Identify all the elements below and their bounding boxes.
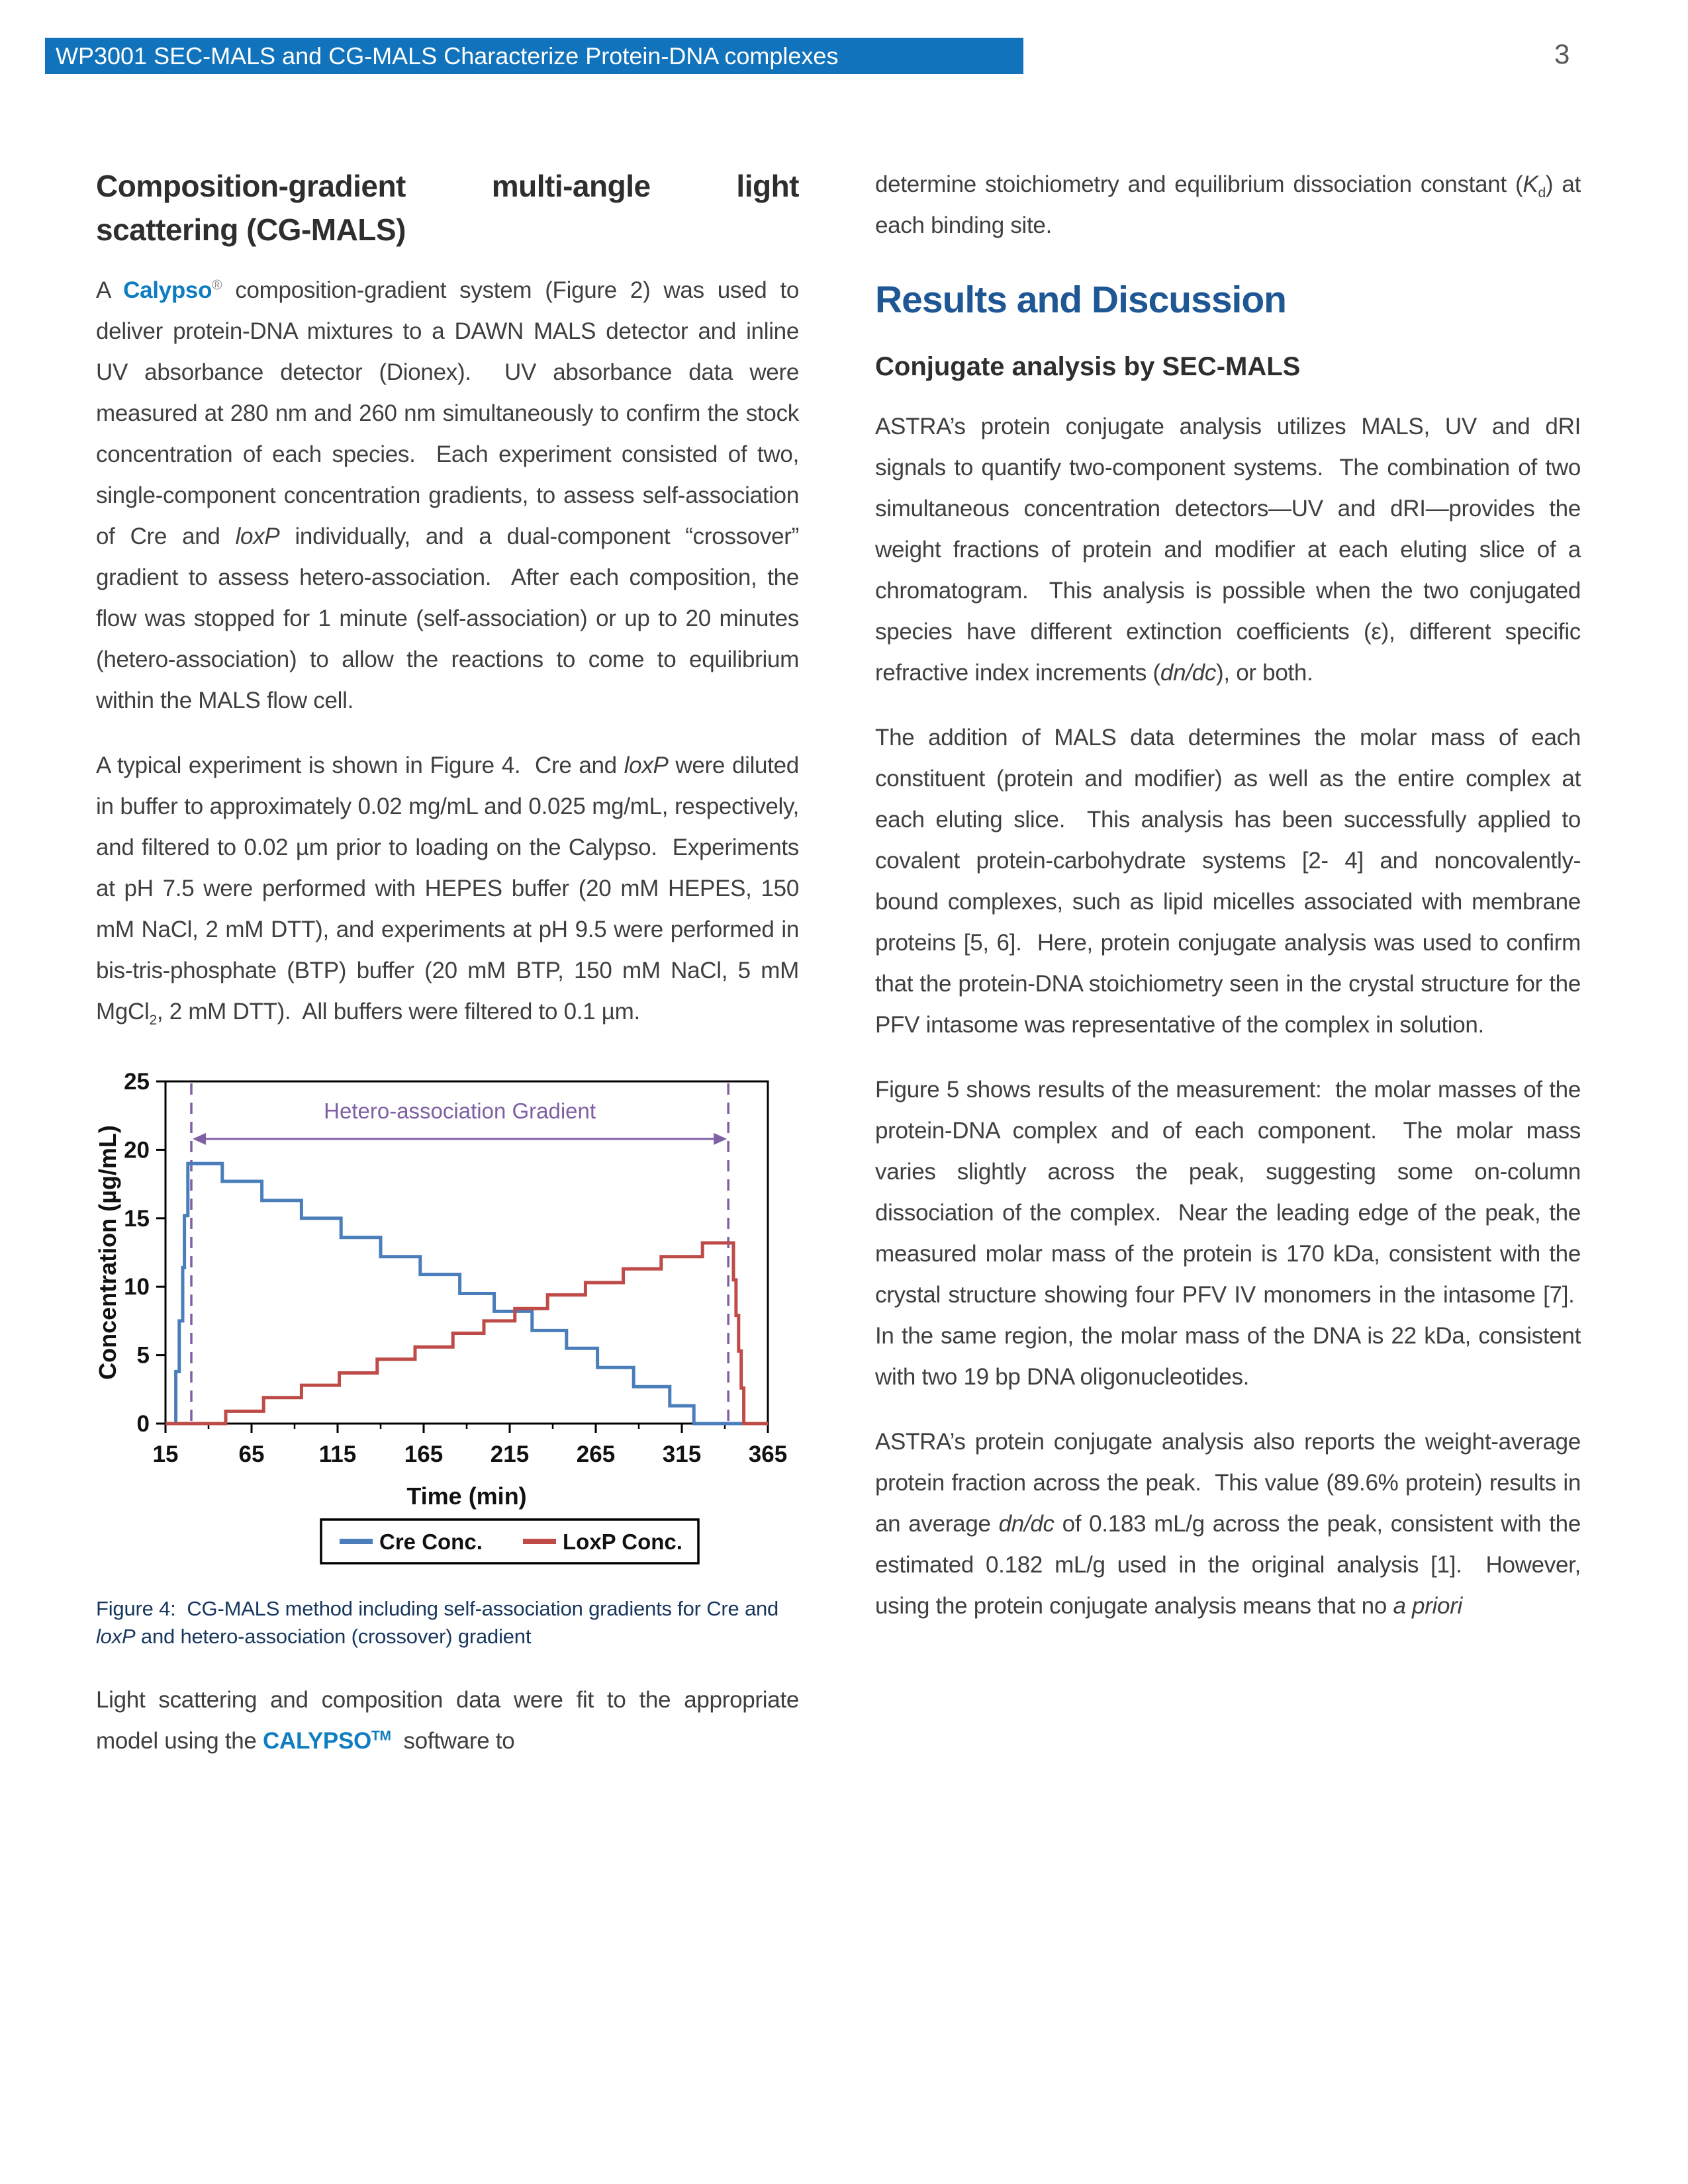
- text-run: loxP: [96, 1625, 136, 1648]
- paragraph-weight-average: ASTRA’s protein conjugate analysis also …: [875, 1422, 1581, 1627]
- cg-mals-gradient-chart: 15 65 115 165 215 265 315 365 0 5 10 15 20 25 Hetero-a…: [96, 1069, 787, 1565]
- x-tick-label: 115: [319, 1441, 356, 1467]
- y-tick-label: 25: [124, 1069, 150, 1095]
- paragraph-calypso-system: A Calypso® composition-gradient system (…: [96, 270, 799, 721]
- text-run: ) at each binding site.: [875, 171, 1581, 238]
- arrowhead-right: [714, 1132, 727, 1145]
- paragraph-determine-stoichiometry: determine stoichiometry and equilibrium …: [875, 164, 1581, 246]
- text-run: K: [1523, 171, 1538, 197]
- text-run: ASTRA’s protein conjugate analysis utili…: [875, 414, 1581, 686]
- text-run: composition-gradient system (Figure 2) w…: [96, 277, 799, 549]
- paragraph-light-scattering: Light scattering and composition data we…: [96, 1680, 799, 1762]
- y-axis: 0 5 10 15 20 25: [124, 1069, 165, 1437]
- text-run: Light scattering and composition data we…: [96, 1687, 799, 1754]
- text-run: Figure 5 shows results of the measuremen…: [875, 1077, 1581, 1390]
- hetero-association-annotation: Hetero-association Gradient: [190, 1083, 729, 1422]
- text-run: individually, and a dual-component “cros…: [96, 523, 800, 713]
- x-tick-label: 15: [153, 1441, 179, 1467]
- heading-line-1: Composition-gradient multi-angle light: [96, 164, 799, 208]
- text-run: ), or both.: [1216, 660, 1313, 686]
- text-run: Figure 4: CG-MALS method including self-…: [96, 1597, 779, 1620]
- calypso-tm-link[interactable]: CALYPSO: [263, 1728, 371, 1754]
- y-tick-label: 20: [124, 1137, 150, 1163]
- page-number: 3: [1554, 38, 1570, 69]
- figure-4-caption: Figure 4: CG-MALS method including self-…: [96, 1595, 799, 1651]
- text-run: loxP: [235, 523, 280, 549]
- text-run: a priori: [1393, 1593, 1463, 1619]
- heading-line-2: scattering (CG-MALS): [96, 212, 406, 247]
- y-tick-label: 5: [137, 1343, 150, 1369]
- paragraph-figure-5-results: Figure 5 shows results of the measuremen…: [875, 1069, 1581, 1398]
- heading-word: multi-angle: [491, 169, 651, 203]
- paragraph-typical-experiment: A typical experiment is shown in Figure …: [96, 745, 799, 1032]
- text-run: TM: [371, 1728, 391, 1744]
- text-run: ®: [212, 277, 222, 293]
- y-tick-label: 10: [124, 1274, 150, 1300]
- legend-box: [320, 1518, 700, 1565]
- text-run: dn/dc: [1160, 660, 1217, 686]
- x-tick-label: 365: [749, 1441, 787, 1467]
- text-run: determine stoichiometry and equilibrium …: [875, 171, 1523, 197]
- text-run: software to: [391, 1728, 515, 1754]
- chart-legend: Cre Conc. LoxP Conc.: [320, 1518, 700, 1565]
- plot-border: [164, 1080, 769, 1425]
- series-loxp-conc: [165, 1241, 768, 1426]
- text-run: were diluted in buffer to approximately …: [96, 752, 799, 1024]
- text-run: dn/dc: [998, 1511, 1055, 1537]
- x-tick-label: 65: [239, 1441, 265, 1467]
- x-axis: 15 65 115 165 215 265 315 365: [153, 1424, 787, 1467]
- y-tick-label: 0: [137, 1411, 150, 1437]
- x-axis-title: Time (min): [406, 1482, 526, 1510]
- x-tick-label: 165: [404, 1441, 443, 1467]
- x-tick-label: 265: [577, 1441, 615, 1467]
- text-run: ASTRA’s protein conjugate analysis also …: [875, 1429, 1581, 1537]
- text-run: , 2 mM DTT). All buffers were filtered t…: [156, 999, 640, 1024]
- header-title: WP3001 SEC-MALS and CG-MALS Characterize…: [56, 42, 839, 69]
- arrowhead-left: [193, 1132, 206, 1145]
- legend-label: LoxP Conc.: [563, 1529, 682, 1554]
- paragraph-astra-conjugate: ASTRA’s protein conjugate analysis utili…: [875, 406, 1581, 694]
- text-run: of 0.183 mL/g across the peak, consisten…: [875, 1511, 1581, 1619]
- x-tick-label: 215: [491, 1441, 529, 1467]
- legend-label: Cre Conc.: [379, 1529, 483, 1554]
- y-axis-title: Concentration (µg/mL): [96, 1125, 121, 1380]
- text-run: A typical experiment is shown in Figure …: [96, 752, 624, 778]
- calypso-link[interactable]: Calypso: [123, 277, 212, 303]
- results-and-discussion-heading: Results and Discussion: [875, 279, 1287, 321]
- text-run: d: [1538, 185, 1546, 201]
- text-run: loxP: [624, 752, 669, 778]
- left-column: Composition-gradient multi-angle light s…: [96, 164, 799, 1762]
- gradient-annotation-label: Hetero-association Gradient: [324, 1099, 596, 1123]
- paragraph-mals-addition: The addition of MALS data determines the…: [875, 717, 1581, 1046]
- header-bar: WP3001 SEC-MALS and CG-MALS Characterize…: [45, 38, 1023, 74]
- series-cre-conc: [165, 1161, 768, 1426]
- conjugate-analysis-subheading: Conjugate analysis by SEC-MALS: [875, 352, 1301, 381]
- heading-word: Composition-gradient: [96, 169, 406, 203]
- text-run: A: [96, 277, 124, 303]
- text-run: The addition of MALS data determines the…: [875, 725, 1581, 1038]
- section-heading-cg-mals: Composition-gradient multi-angle light s…: [96, 164, 799, 251]
- text-run: 2: [149, 1013, 157, 1028]
- heading-word: light: [736, 169, 799, 203]
- x-tick-label: 315: [663, 1441, 701, 1467]
- y-tick-label: 15: [124, 1206, 150, 1232]
- right-column: determine stoichiometry and equilibrium …: [875, 164, 1581, 1627]
- text-run: and hetero-association (crossover) gradi…: [135, 1625, 532, 1648]
